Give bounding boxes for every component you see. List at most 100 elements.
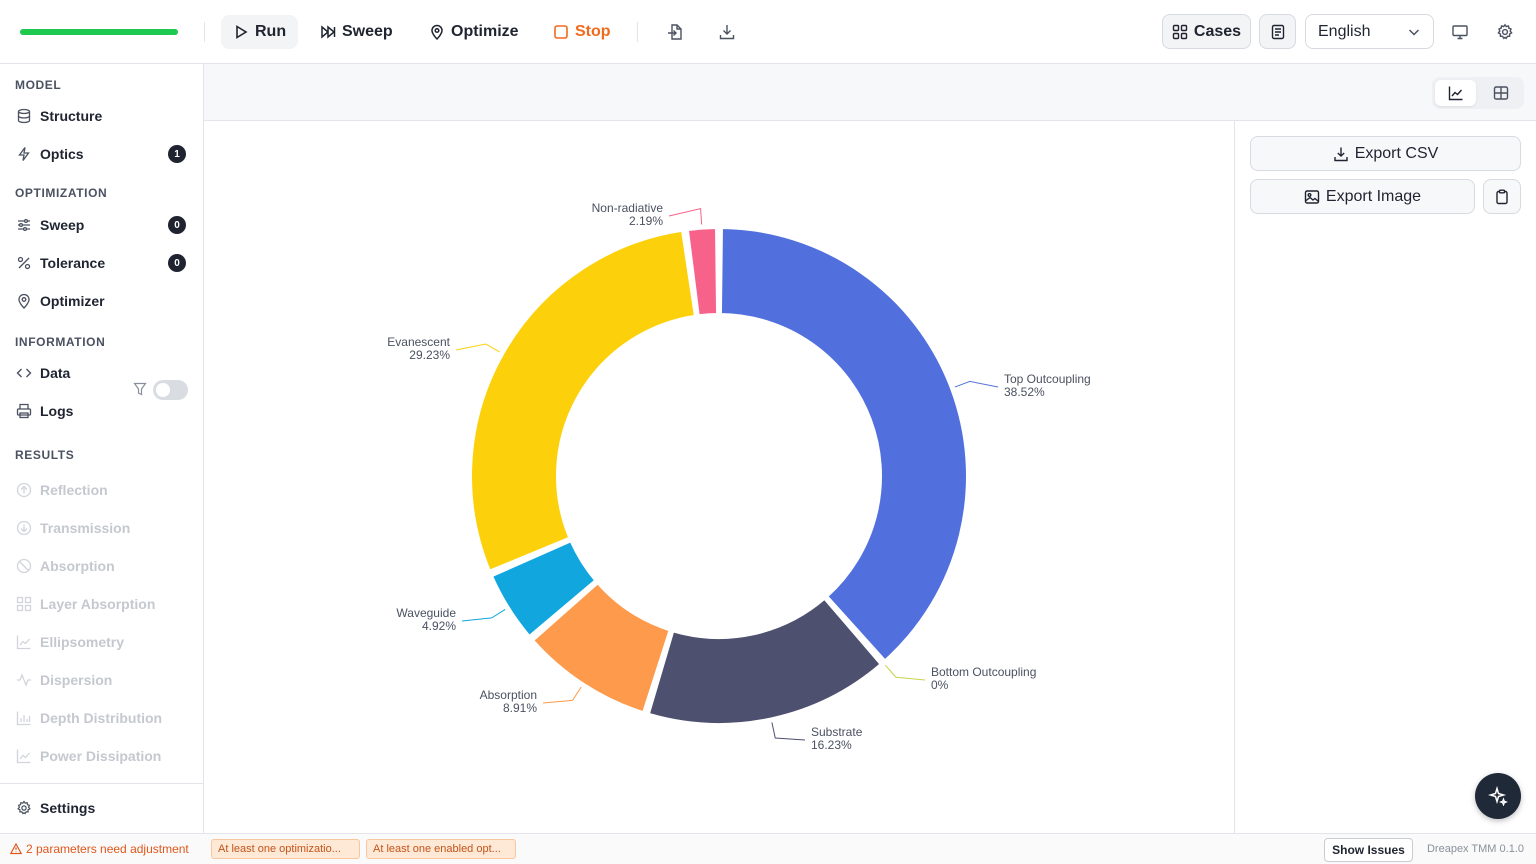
line-chart-icon [16, 749, 31, 764]
export-image-button[interactable]: Export Image [1250, 179, 1475, 214]
sidebar-item-label: Ellipsometry [40, 634, 125, 650]
slice-waveguide[interactable] [491, 540, 597, 637]
sidebar-item-dispersion: Dispersion [8, 663, 196, 697]
slice-substrate[interactable] [647, 597, 882, 725]
sidebar-item-optimizer[interactable]: Optimizer [8, 284, 196, 318]
section-information: INFORMATION [15, 335, 106, 349]
document-icon [1271, 24, 1284, 39]
sidebar-item-logs[interactable]: Logs [8, 394, 196, 428]
run-button[interactable]: Run [221, 15, 299, 49]
slice-label-top-outcoupling: Top Outcoupling [1004, 372, 1091, 386]
sidebar-item-label: Power Dissipation [40, 748, 162, 764]
grid-icon [1172, 24, 1188, 39]
percent-icon [17, 256, 31, 270]
sidebar-item-power-dissipation: Power Dissipation [8, 739, 196, 773]
code-icon [16, 368, 32, 378]
play-icon [236, 25, 248, 39]
filter-icon[interactable] [133, 382, 147, 396]
export-panel: Export CSV Export Image [1234, 121, 1536, 833]
optimize-label: Optimize [451, 23, 519, 40]
sidebar-item-label: Optics [40, 146, 84, 162]
sidebar-item-data[interactable]: Data [8, 356, 196, 390]
view-header [204, 64, 1536, 121]
status-bar: 2 parameters need adjustment At least on… [0, 833, 1536, 864]
sidebar-item-label: Depth Distribution [40, 710, 163, 726]
table-view-button[interactable] [1480, 80, 1521, 106]
stop-button[interactable]: Stop [541, 15, 623, 49]
sweep-button[interactable]: Sweep [308, 15, 405, 49]
issue-chip[interactable]: At least one optimizatio... [211, 839, 360, 859]
ai-assistant-button[interactable] [1475, 773, 1521, 819]
sidebar-item-sweep[interactable]: Sweep 0 [8, 208, 196, 242]
download-button[interactable] [710, 15, 744, 49]
settings-button[interactable] [1488, 15, 1522, 49]
slice-evanescent[interactable] [470, 229, 696, 572]
cases-label: Cases [1193, 22, 1242, 40]
gear-icon [17, 800, 31, 815]
display-button[interactable] [1443, 15, 1477, 49]
slice-absorption[interactable] [532, 582, 671, 714]
sidebar-item-label: Layer Absorption [40, 596, 156, 612]
download-icon [719, 25, 735, 40]
sidebar-item-optics[interactable]: Optics 1 [8, 137, 196, 171]
chart-area: Top Outcoupling 38.52% Bottom Outcoupling 0… [204, 121, 1234, 833]
tolerance-count-badge: 0 [168, 254, 186, 272]
slice-value-absorption: 8.91% [503, 701, 537, 715]
slice-value-non-radiative: 2.19% [629, 214, 663, 228]
slice-top-outcoupling[interactable] [719, 227, 968, 662]
notes-button[interactable] [1259, 14, 1296, 49]
gear-icon [1497, 23, 1513, 40]
show-issues-button[interactable]: Show Issues [1324, 838, 1413, 862]
slice-non-radiative[interactable] [686, 227, 719, 317]
warning-icon [10, 843, 22, 855]
stop-icon [554, 25, 568, 39]
slice-label-non-radiative: Non-radiative [592, 201, 664, 215]
language-value: English [1318, 22, 1371, 40]
sidebar-divider [0, 783, 203, 784]
sidebar-item-absorption: Absorption [8, 549, 196, 583]
sidebar-item-label: Sweep [40, 217, 85, 233]
slice-value-substrate: 16.23% [811, 738, 852, 752]
warning-text: 2 parameters need adjustment [26, 842, 189, 856]
toolbar-divider [204, 22, 205, 42]
sidebar-item-transmission: Transmission [8, 511, 196, 545]
slice-label-waveguide: Waveguide [396, 606, 456, 620]
printer-icon [16, 403, 32, 419]
export-image-label: Export Image [1325, 187, 1422, 205]
sparkle-icon [1488, 786, 1508, 806]
slice-label-absorption: Absorption [480, 688, 537, 702]
copy-to-clipboard-button[interactable] [1483, 179, 1521, 214]
app-version: Dreapex TMM 0.1.0 [1426, 843, 1524, 855]
section-optimization: OPTIMIZATION [15, 186, 108, 200]
results-filter-toggle[interactable] [153, 380, 188, 400]
sidebar-item-layer-absorption: Layer Absorption [8, 587, 196, 621]
import-button[interactable] [658, 15, 692, 49]
sidebar-item-label: Reflection [40, 482, 108, 498]
export-csv-button[interactable]: Export CSV [1250, 136, 1521, 171]
language-select[interactable]: English [1305, 14, 1434, 49]
sidebar-item-ellipsometry: Ellipsometry [8, 625, 196, 659]
chart-view-button[interactable] [1435, 80, 1476, 106]
sidebar-item-structure[interactable]: Structure [8, 99, 196, 133]
toolbar-divider [637, 22, 638, 42]
fast-forward-icon [321, 25, 336, 39]
leader-line-absorption [542, 686, 582, 704]
sidebar: MODEL Structure Optics 1 OPTIMIZATION Sw… [0, 64, 204, 833]
sweep-label: Sweep [342, 23, 393, 40]
warning-message[interactable]: 2 parameters need adjustment [10, 842, 189, 856]
leader-line-substrate [771, 722, 806, 741]
lightning-icon [18, 147, 30, 161]
section-model: MODEL [15, 78, 62, 92]
optics-count-badge: 1 [168, 145, 186, 163]
leader-line-top-outcoupling [954, 380, 999, 388]
progress-bar [20, 29, 178, 35]
line-chart-icon [1448, 86, 1462, 101]
sidebar-item-settings[interactable]: Settings [8, 791, 196, 825]
optimize-button[interactable]: Optimize [417, 15, 531, 49]
sidebar-item-tolerance[interactable]: Tolerance 0 [8, 246, 196, 280]
section-results: RESULTS [15, 448, 75, 462]
cases-button[interactable]: Cases [1162, 14, 1251, 49]
issue-chip[interactable]: At least one enabled opt... [366, 839, 516, 859]
ban-icon [16, 558, 32, 574]
sidebar-item-label: Absorption [40, 558, 115, 574]
